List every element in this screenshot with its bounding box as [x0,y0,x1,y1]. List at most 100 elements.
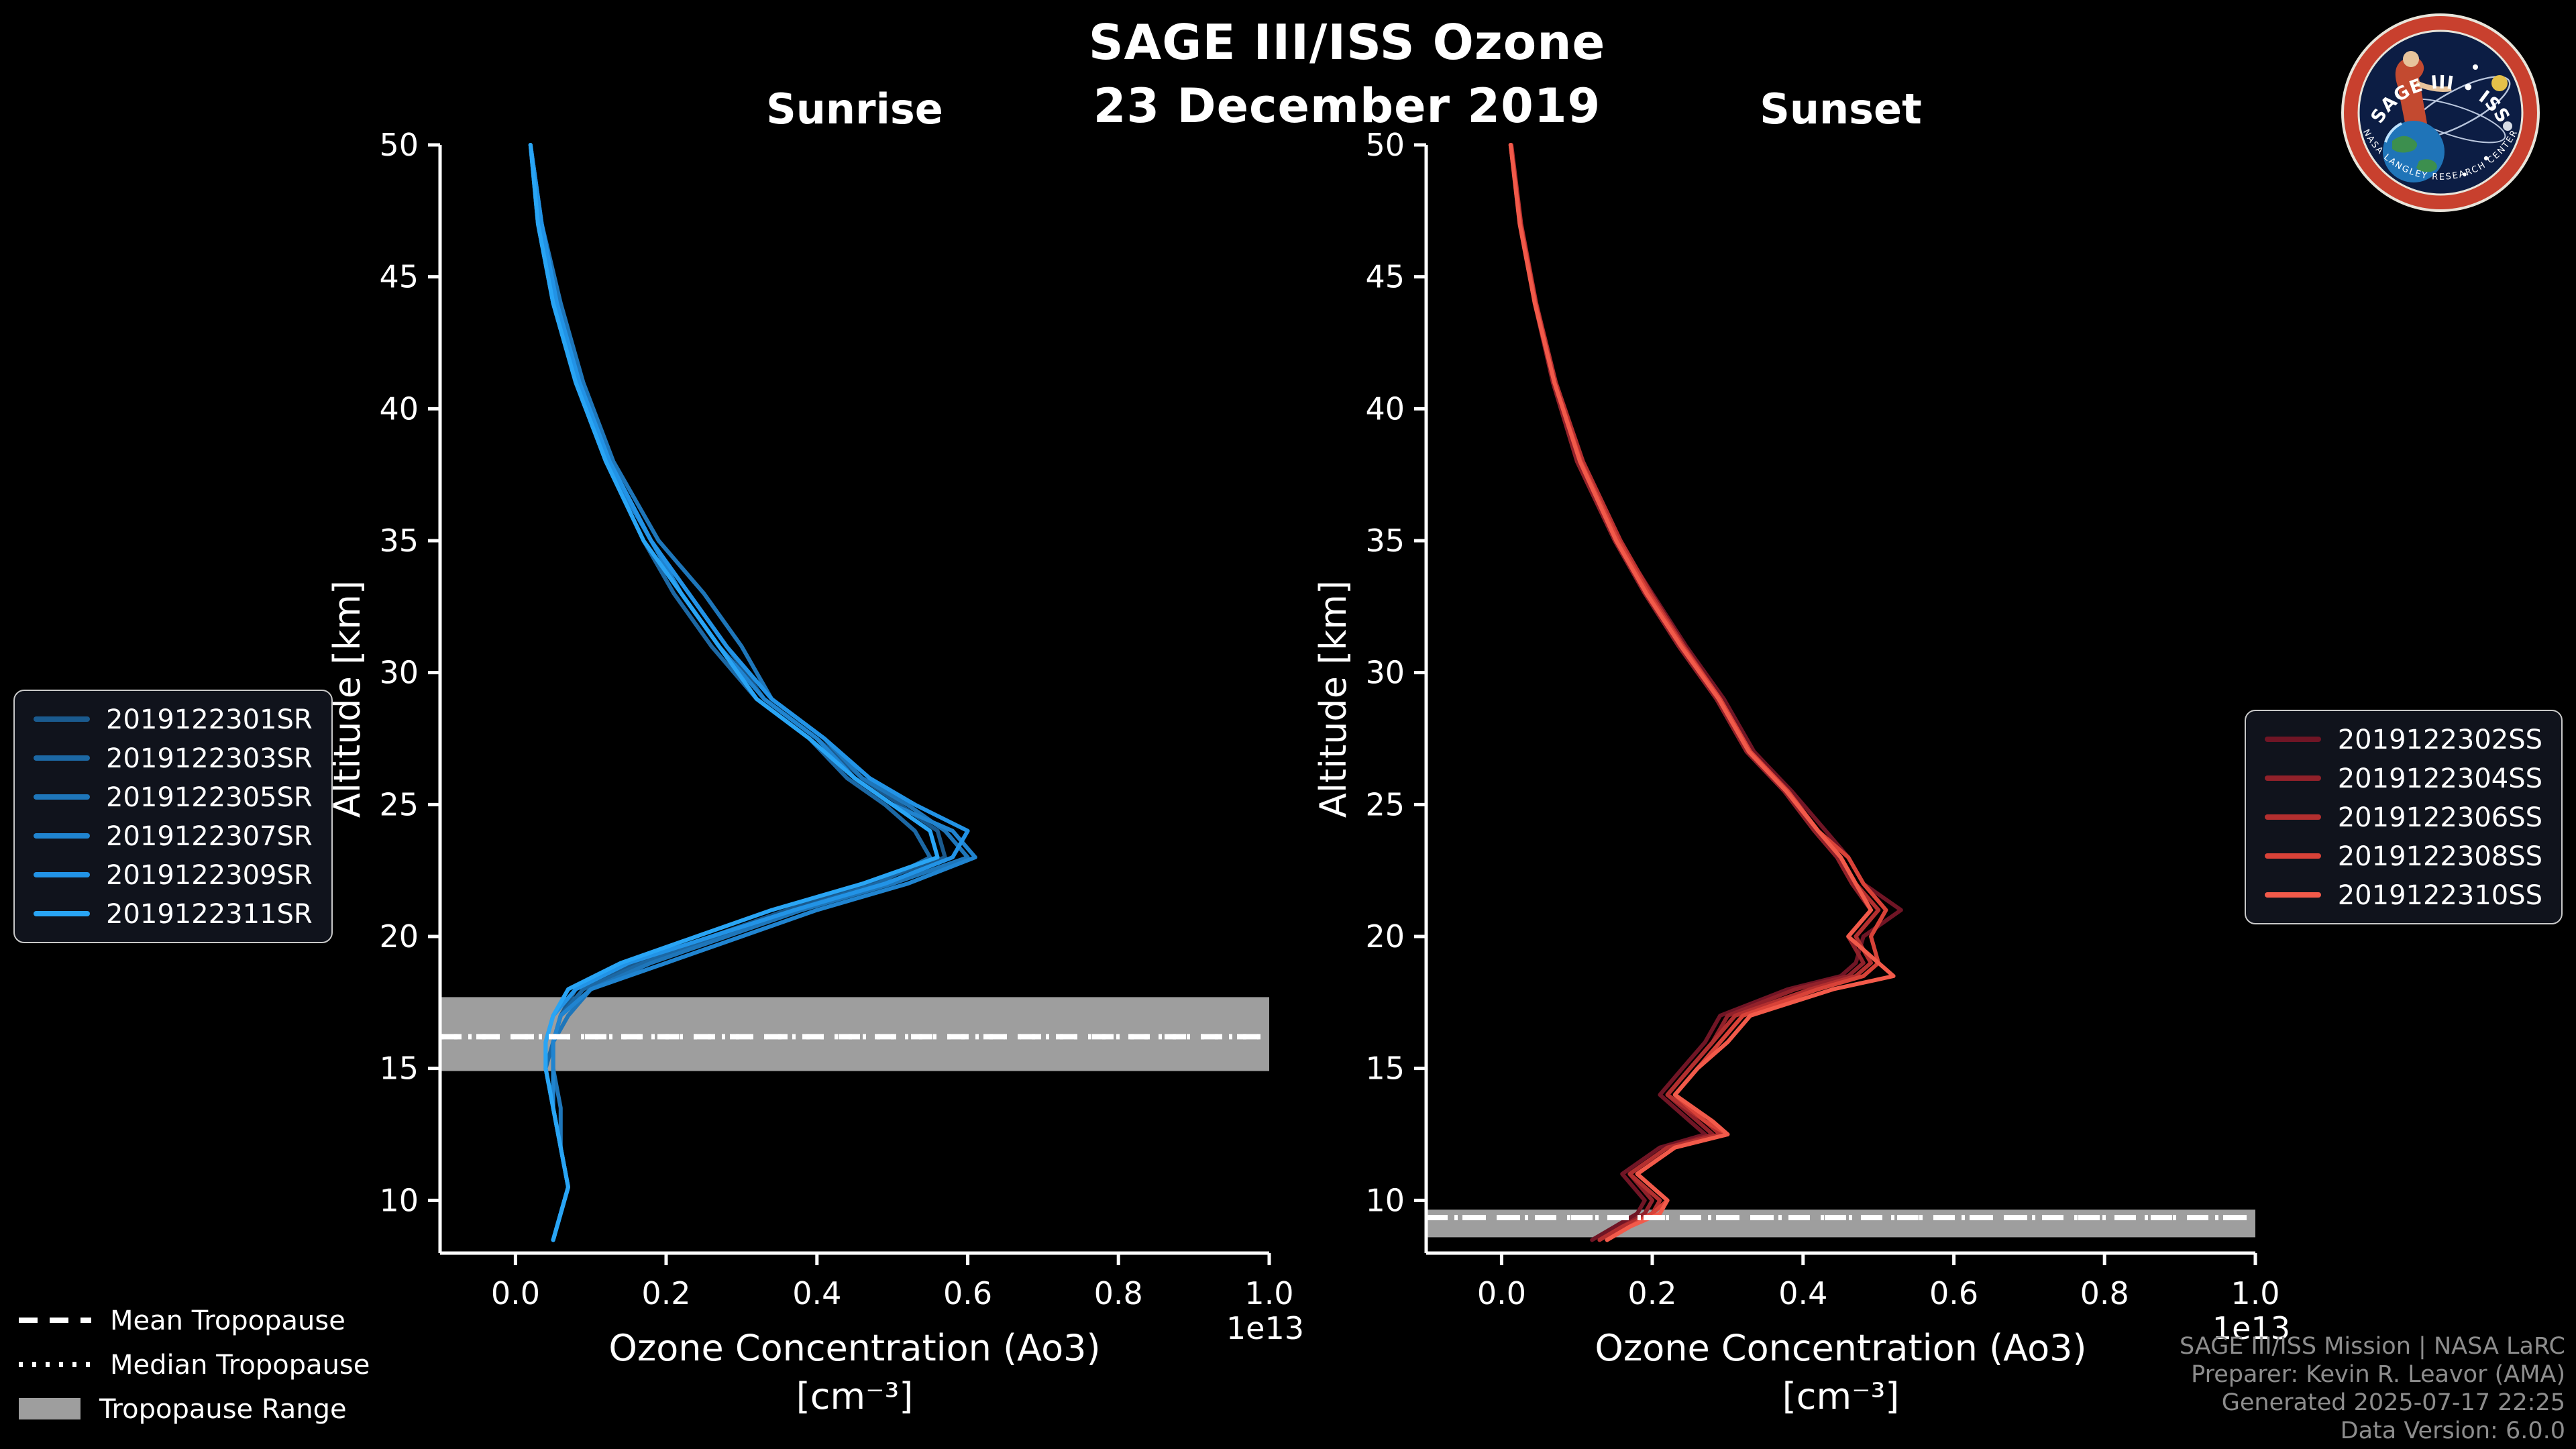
y-tick-label: 10 [1365,1182,1405,1218]
logo-moon-icon [2503,121,2512,131]
figure-title-line2: 23 December 2019 [1093,80,1601,134]
y-tick-label: 25 [1365,786,1405,822]
figure-title-line1: SAGE III/ISS Ozone [1088,16,1606,71]
y-tick-label: 25 [379,786,419,822]
sunrise-panel-title: Sunrise [766,86,943,134]
profile-line-2019122307SR [528,143,977,1242]
legend-item-label: 2019122305SR [106,781,313,813]
legend-item-tropopause-range: Tropopause Range [19,1393,370,1425]
sunrise-chart: 10 15 20 25 30 35 40 45 50 0.0 0.2 0.4 0.6 0.8 1.01e13… [326,127,1304,1417]
sunset-chart: 10 15 20 25 30 35 40 45 50 0.0 0.2 0.4 0.6 0.8 1.01e13… [1312,127,2290,1417]
profile-line-2019122305SR [528,143,970,1242]
legend-line-swatch [34,794,90,800]
y-tick-label: 15 [379,1051,419,1087]
y-tick-label: 50 [379,127,419,163]
logo-figure-icon [2395,56,2427,130]
legend-item-2019122307SR: 2019122307SR [34,820,313,852]
x-tick-label: 0.8 [2080,1275,2129,1311]
legend-item-2019122302SS: 2019122302SS [2265,723,2542,755]
legend-item-label: 2019122302SS [2337,723,2542,755]
x-axis-label: Ozone Concentration (Ao3) [1595,1327,2086,1369]
credits: SAGE III/ISS Mission | NASA LaRC Prepare… [2180,1334,2565,1446]
profile-line-2019122302SS [1508,143,1903,1242]
credit-data-version: Data Version: 6.0.0 [2340,1418,2565,1445]
y-axis-label: Altitude [km] [1312,580,1354,818]
mission-logo: SAGE III • ISS NASA LANGLEY RESEARCH CEN… [2341,13,2540,212]
x-tick-label: 0.2 [641,1275,690,1311]
legend-item-2019122309SR: 2019122309SR [34,859,313,891]
y-tick-label: 45 [1365,259,1405,295]
legend-line-swatch [2265,775,2322,781]
legend-item-label: 2019122304SS [2337,762,2542,794]
x-tick-label: 0.4 [1778,1275,1827,1311]
y-tick-label: 20 [379,918,419,955]
y-tick-label: 10 [379,1182,419,1218]
legend-item-label: 2019122309SR [106,859,313,891]
y-tick-label: 35 [379,523,419,559]
legend-item-2019122311SR: 2019122311SR [34,898,313,930]
legend-item-label: 2019122301SR [106,703,313,735]
legend-item-2019122304SS: 2019122304SS [2265,762,2542,794]
y-tick-label: 50 [1365,127,1405,163]
y-tick-label: 45 [379,259,419,295]
mean-tropopause-label: Mean Tropopause [110,1304,345,1336]
legend-line-swatch [2265,814,2322,820]
legend-line-swatch [34,755,90,761]
profile-line-2019122303SR [528,143,932,1242]
sunrise-legend: 2019122301SR 2019122303SR 2019122305SR 2019… [13,690,333,943]
y-tick-label: 30 [1365,655,1405,691]
legend-item-2019122306SS: 2019122306SS [2265,801,2542,833]
y-tick-label: 40 [379,390,419,427]
credit-preparer: Preparer: Kevin R. Leavor (AMA) [2191,1362,2565,1389]
legend-item-2019122308SS: 2019122308SS [2265,840,2542,872]
legend-line-swatch [2265,892,2322,898]
x-axis-units-label: [cm⁻³] [1782,1375,1900,1417]
profile-line-2019122306SS [1509,143,1881,1242]
profile-line-2019122311SR [528,143,940,1242]
legend-item-label: 2019122310SS [2337,879,2542,911]
legend-line-swatch [34,872,90,877]
legend-item-2019122301SR: 2019122301SR [34,703,313,735]
legend-line-swatch [2265,737,2322,742]
y-tick-label: 30 [379,655,419,691]
y-tick-label: 20 [1365,918,1405,955]
x-tick-label: 0.8 [1094,1275,1143,1311]
logo-sun-icon [2491,75,2508,91]
x-tick-label: 1.0 [1244,1275,1293,1311]
y-axis-label: Altitude [km] [326,580,368,818]
legend-item-label: 2019122306SS [2337,801,2542,833]
legend-item-2019122310SS: 2019122310SS [2265,879,2542,911]
legend-item-median-tropopause: Median Tropopause [19,1348,370,1381]
sunset-panel-title: Sunset [1760,86,1922,134]
legend-line-swatch [34,716,90,722]
gray-band-icon [19,1398,80,1419]
x-tick-label: 0.6 [943,1275,992,1311]
x-axis-label: Ozone Concentration (Ao3) [608,1327,1100,1369]
tropopause-range-band [1426,1210,2255,1238]
x-tick-label: 0.0 [1477,1275,1526,1311]
profile-line-2019122301SR [528,143,947,1242]
legend-item-2019122305SR: 2019122305SR [34,781,313,813]
legend-item-label: 2019122307SR [106,820,313,852]
x-axis-exponent-label: 1e13 [2212,1310,2290,1346]
tropopause-legend: Mean Tropopause Median Tropopause Tropop… [19,1304,370,1425]
credit-generated: Generated 2025-07-17 22:25 [2221,1390,2565,1417]
legend-item-label: 2019122308SS [2337,840,2542,872]
x-tick-label: 0.4 [792,1275,841,1311]
x-tick-label: 1.0 [2231,1275,2279,1311]
profile-line-2019122308SS [1508,143,1888,1242]
dashed-line-icon [19,1318,91,1323]
x-axis-exponent-label: 1e13 [1226,1310,1304,1346]
y-tick-label: 40 [1365,390,1405,427]
legend-line-swatch [2265,853,2322,859]
median-tropopause-label: Median Tropopause [110,1348,370,1381]
dotted-line-icon [19,1362,91,1367]
x-tick-label: 0.0 [491,1275,540,1311]
legend-item-mean-tropopause: Mean Tropopause [19,1304,370,1336]
x-tick-label: 0.2 [1627,1275,1676,1311]
profile-lines [1508,143,1903,1242]
credit-mission: SAGE III/ISS Mission | NASA LaRC [2180,1334,2565,1360]
y-tick-label: 35 [1365,523,1405,559]
legend-line-swatch [34,833,90,839]
x-axis-units-label: [cm⁻³] [796,1375,914,1417]
